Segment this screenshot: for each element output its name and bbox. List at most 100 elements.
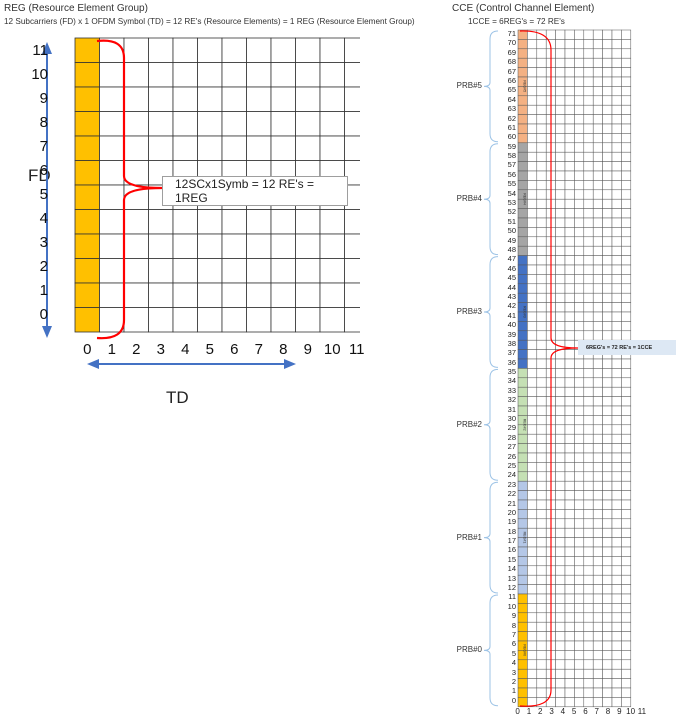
- cce-x-tick: 1: [526, 707, 532, 716]
- grid-cell: [527, 180, 538, 191]
- grid-cell: [555, 302, 566, 313]
- prb-label: PRB#1: [456, 532, 482, 542]
- cce-row-number: 14: [507, 564, 516, 574]
- cce-reg-cell: [517, 631, 528, 642]
- reg-highlight-cell: [74, 62, 100, 88]
- cce-reg-cell: [517, 377, 528, 388]
- cce-row-number: 19: [507, 517, 516, 527]
- grid-cell: [611, 415, 622, 426]
- grid-cell: [536, 161, 547, 172]
- grid-cell: [564, 433, 575, 444]
- grid-cell: [592, 584, 603, 595]
- grid-cell: [536, 255, 547, 266]
- grid-cell: [602, 443, 613, 454]
- reg-title: REG (Resource Element Group): [4, 3, 148, 14]
- grid-cell: [536, 208, 547, 219]
- cce-row-number: 18: [507, 526, 516, 536]
- grid-cell: [564, 697, 575, 708]
- grid-cell: [527, 471, 538, 482]
- reg-highlight-cell: [74, 135, 100, 161]
- grid-cell: [574, 621, 585, 632]
- grid-cell: [527, 462, 538, 473]
- grid-cell: [621, 368, 632, 379]
- reg-label: REG#2: [523, 419, 527, 431]
- grid-cell: [611, 142, 622, 153]
- grid-cell: [611, 697, 622, 708]
- grid-cell: [621, 499, 632, 510]
- grid-cell: [583, 565, 594, 576]
- cce-x-tick: 7: [594, 707, 599, 716]
- grid-cell: [574, 537, 585, 548]
- cce-reg-cell: [517, 358, 528, 369]
- grid-cell: [592, 556, 603, 567]
- grid-cell: [611, 678, 622, 689]
- grid-cell: [611, 123, 622, 134]
- grid-cell: [270, 307, 296, 333]
- grid-cell: [611, 424, 622, 435]
- grid-cell: [574, 424, 585, 435]
- grid-cell: [611, 668, 622, 679]
- grid-cell: [611, 509, 622, 520]
- grid-cell: [583, 255, 594, 266]
- cce-row-number: 24: [507, 470, 516, 480]
- grid-cell: [564, 189, 575, 200]
- cce-row-number: 17: [507, 536, 516, 546]
- grid-cell: [536, 499, 547, 510]
- cce-row-number: 53: [507, 198, 516, 208]
- cce-row-number: 59: [507, 141, 516, 151]
- grid-cell: [611, 612, 622, 623]
- grid-cell: [602, 86, 613, 97]
- grid-cell: [583, 499, 594, 510]
- reg-callout: 12SCx1Symb = 12 RE's = 1REG: [162, 176, 348, 206]
- grid-cell: [564, 123, 575, 134]
- grid-cell: [611, 133, 622, 144]
- grid-cell: [555, 584, 566, 595]
- td-tick: 5: [205, 341, 214, 358]
- cce-row-number: 39: [507, 329, 516, 339]
- grid-cell: [621, 95, 632, 106]
- grid-cell: [611, 358, 622, 369]
- grid-cell: [555, 217, 566, 228]
- grid-cell: [621, 405, 632, 416]
- grid-cell: [611, 189, 622, 200]
- grid-cell: [583, 67, 594, 78]
- grid-cell: [592, 198, 603, 209]
- grid-cell: [611, 527, 622, 538]
- grid-cell: [564, 161, 575, 172]
- grid-cell: [602, 236, 613, 247]
- grid-cell: [536, 443, 547, 454]
- grid-cell: [583, 612, 594, 623]
- grid-cell: [564, 227, 575, 238]
- grid-cell: [602, 170, 613, 181]
- grid-cell: [583, 321, 594, 332]
- cce-x-tick: 10: [626, 707, 636, 716]
- td-tick: 3: [156, 341, 165, 358]
- grid-cell: [564, 490, 575, 501]
- grid-cell: [527, 358, 538, 369]
- prb-brace: [483, 481, 499, 594]
- grid-cell: [592, 236, 603, 247]
- grid-cell: [564, 217, 575, 228]
- grid-cell: [621, 480, 632, 491]
- grid-cell: [295, 282, 321, 308]
- grid-cell: [611, 114, 622, 125]
- cce-reg-cell: [517, 697, 528, 708]
- grid-cell: [574, 311, 585, 322]
- grid-cell: [564, 39, 575, 50]
- td-axis-label: TD: [166, 388, 189, 407]
- grid-cell: [172, 62, 198, 88]
- grid-cell: [536, 39, 547, 50]
- grid-cell: [592, 133, 603, 144]
- cce-reg-cell: [517, 339, 528, 350]
- grid-cell: [527, 452, 538, 463]
- grid-cell: [536, 433, 547, 444]
- cce-row-number: 5: [511, 648, 516, 658]
- grid-cell: [564, 321, 575, 332]
- grid-cell: [602, 321, 613, 332]
- cce-x-tick: 2: [538, 707, 543, 716]
- grid-cell: [611, 302, 622, 313]
- grid-cell: [583, 640, 594, 651]
- grid-cell: [545, 339, 556, 350]
- reg-label: REG#5: [523, 80, 527, 92]
- grid-cell: [197, 135, 223, 161]
